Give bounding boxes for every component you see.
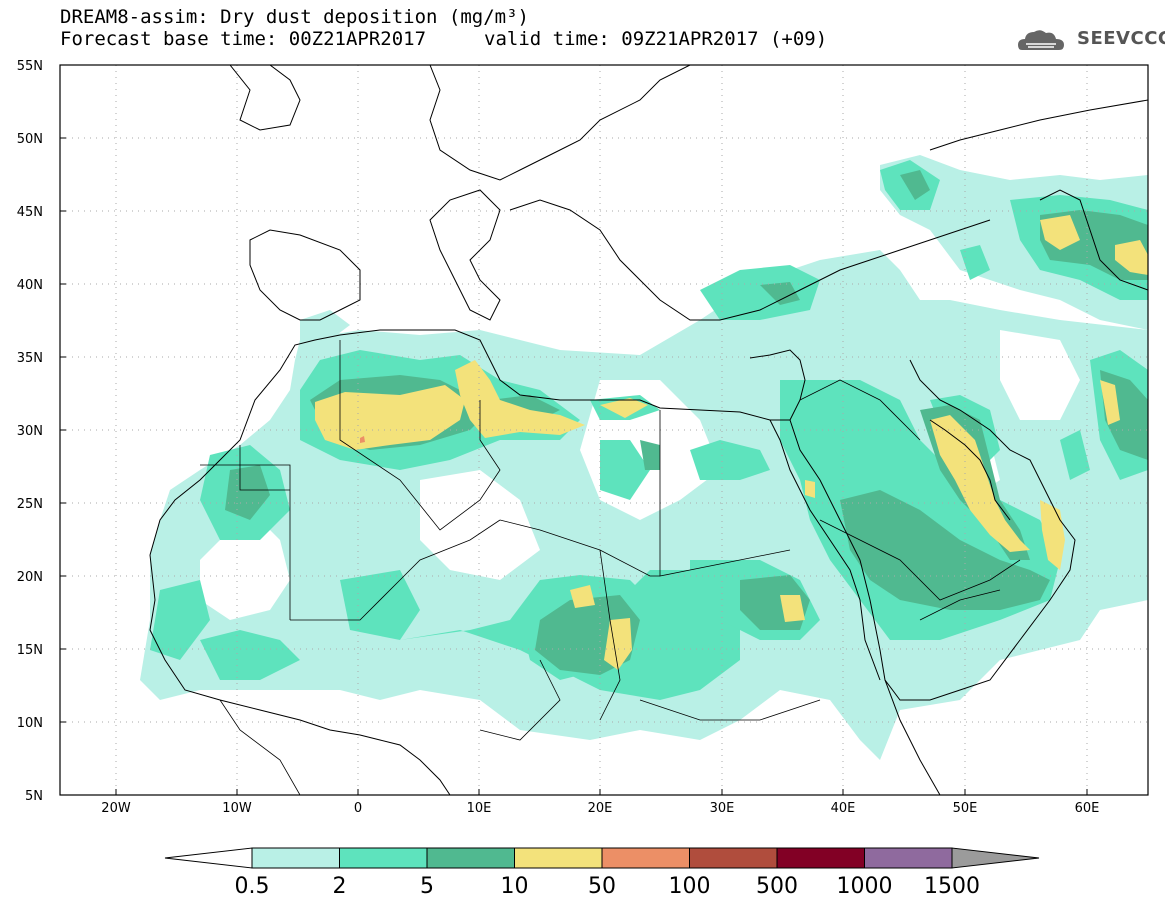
lat-label: 50N bbox=[17, 132, 43, 147]
colorbar-cell bbox=[251, 847, 340, 869]
colorbar-label: 2 bbox=[333, 874, 347, 899]
lat-label: 30N bbox=[17, 424, 43, 439]
colorbar-label: 10 bbox=[501, 874, 529, 899]
longitude-labels: 20W 10W 0 10E 20E 30E 40E 50E 60E bbox=[101, 801, 1099, 816]
lat-label: 55N bbox=[17, 59, 43, 74]
lon-label: 60E bbox=[1075, 801, 1100, 816]
lat-label: 25N bbox=[17, 497, 43, 512]
lat-label: 15N bbox=[17, 643, 43, 658]
colorbar-cell bbox=[514, 847, 603, 869]
map-title: DREAM8-assim: Dry dust deposition (mg/m³… bbox=[60, 6, 529, 28]
lon-label: 20W bbox=[101, 801, 131, 816]
cloud-logo-icon bbox=[1018, 30, 1064, 50]
colorbar-cell bbox=[689, 847, 778, 869]
colorbar-cell bbox=[601, 847, 690, 869]
latitude-labels: 55N 50N 45N 40N 35N 30N 25N 20N 15N 10N … bbox=[17, 59, 43, 804]
logo-text: SEEVCCC bbox=[1077, 28, 1165, 49]
colorbar-cell bbox=[864, 847, 953, 869]
lon-label: 20E bbox=[588, 801, 613, 816]
lon-label: 10E bbox=[467, 801, 492, 816]
colorbar-label: 5 bbox=[420, 874, 434, 899]
dust-deposition-field bbox=[140, 155, 1148, 760]
lon-label: 50E bbox=[953, 801, 978, 816]
lat-label: 40N bbox=[17, 278, 43, 293]
colorbar: 0.5 2 5 10 50 100 500 1000 1500 bbox=[164, 847, 1040, 899]
colorbar-label: 1500 bbox=[924, 874, 980, 899]
lat-label: 10N bbox=[17, 716, 43, 731]
colorbar-label: 100 bbox=[669, 874, 711, 899]
lon-label: 0 bbox=[354, 801, 362, 816]
lat-label: 35N bbox=[17, 351, 43, 366]
coastlines bbox=[149, 65, 1148, 795]
colorbar-under-arrow bbox=[164, 847, 253, 869]
colorbar-label: 0.5 bbox=[235, 874, 270, 899]
colorbar-label: 500 bbox=[756, 874, 798, 899]
lat-label: 45N bbox=[17, 205, 43, 220]
country-borders bbox=[200, 340, 1021, 795]
colorbar-label: 50 bbox=[588, 874, 616, 899]
colorbar-over-arrow bbox=[951, 847, 1040, 869]
lon-label: 10W bbox=[222, 801, 252, 816]
lat-label: 20N bbox=[17, 570, 43, 585]
valid-time: valid time: 09Z21APR2017 (+09) bbox=[484, 28, 828, 50]
axis-ticks bbox=[60, 137, 1088, 795]
forecast-base-time: Forecast base time: 00Z21APR2017 bbox=[60, 28, 427, 50]
lat-label: 5N bbox=[25, 789, 43, 804]
lon-label: 30E bbox=[710, 801, 735, 816]
colorbar-label: 1000 bbox=[837, 874, 893, 899]
colorbar-cell bbox=[426, 847, 515, 869]
colorbar-cell bbox=[776, 847, 865, 869]
colorbar-cell bbox=[339, 847, 428, 869]
lon-label: 40E bbox=[831, 801, 856, 816]
